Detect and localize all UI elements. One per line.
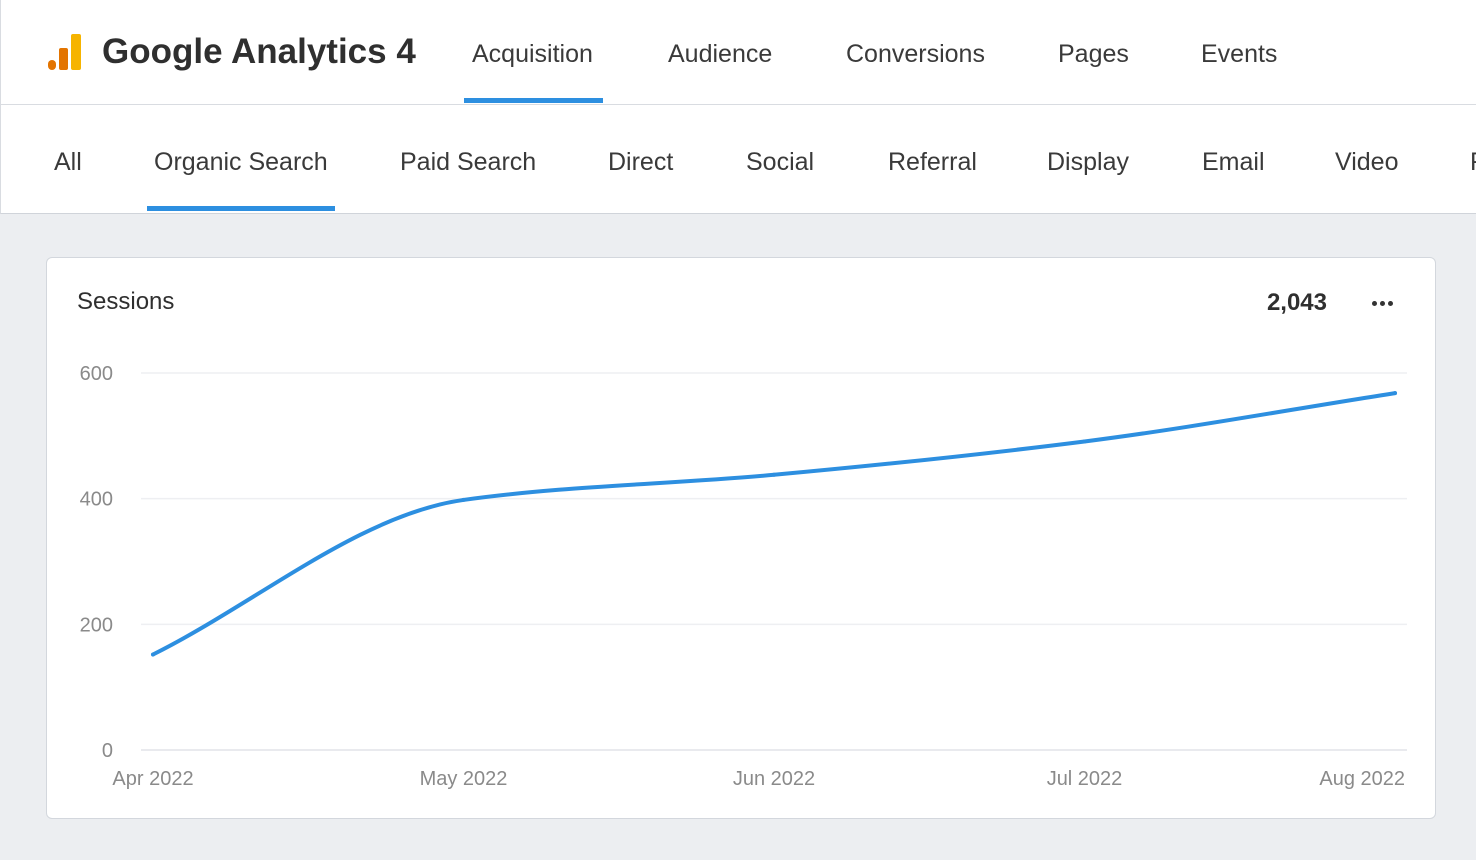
active-channel-indicator: [147, 206, 335, 211]
x-tick-label: Aug 2022: [1319, 768, 1405, 790]
data-point: [1393, 391, 1397, 396]
y-tick-label: 400: [80, 489, 113, 511]
channel-tab-all[interactable]: All: [54, 148, 82, 176]
channel-tab-paid-search[interactable]: Paid Search: [400, 148, 537, 176]
y-tick-label: 200: [80, 614, 113, 636]
data-point: [772, 472, 776, 477]
data-point: [461, 497, 466, 502]
channel-tab-organic-search[interactable]: Organic Search: [154, 148, 328, 176]
series-line: [151, 391, 1397, 657]
channel-tab-display[interactable]: Display: [1047, 148, 1129, 176]
channel-tab-email[interactable]: Email: [1202, 148, 1265, 176]
tab-pages[interactable]: Pages: [1058, 40, 1129, 68]
channel-tabs: All Organic Search Paid Search Direct So…: [0, 105, 1476, 214]
tab-conversions[interactable]: Conversions: [846, 40, 985, 68]
more-horizontal-icon[interactable]: [1367, 289, 1397, 317]
channel-tab-social[interactable]: Social: [746, 148, 815, 176]
data-point: [151, 652, 155, 657]
y-tick-label: 0: [102, 740, 113, 762]
x-tick-label: Jul 2022: [1047, 768, 1123, 790]
top-navigation: Google Analytics 4 Acquisition Audience …: [0, 0, 1476, 105]
app-title: Google Analytics 4: [102, 32, 416, 71]
channel-tab-overflow[interactable]: F: [1470, 148, 1476, 177]
card-title: Sessions: [77, 288, 175, 315]
sessions-total: 2,043: [1266, 289, 1327, 316]
x-tick-label: Apr 2022: [112, 768, 193, 790]
channel-tab-direct[interactable]: Direct: [608, 148, 674, 176]
tab-audience[interactable]: Audience: [668, 40, 773, 68]
x-tick-label: May 2022: [420, 768, 508, 790]
tab-acquisition[interactable]: Acquisition: [472, 40, 593, 68]
data-point: [1082, 439, 1087, 444]
sessions-line-chart: 0 200 400 600 Apr 2022 May 2022 Jun 2022 Jul 20…: [80, 363, 1407, 790]
y-tick-label: 600: [80, 363, 113, 385]
channel-tab-referral[interactable]: Referral: [888, 148, 977, 176]
channel-tab-video[interactable]: Video: [1335, 148, 1399, 176]
x-tick-label: Jun 2022: [733, 768, 815, 790]
active-tab-indicator: [464, 98, 603, 103]
analytics-bars-icon: [48, 34, 81, 70]
tab-events[interactable]: Events: [1201, 40, 1278, 68]
sessions-card: Sessions 2,043 0 200 400 600 Apr 2022 May 202…: [46, 257, 1436, 819]
